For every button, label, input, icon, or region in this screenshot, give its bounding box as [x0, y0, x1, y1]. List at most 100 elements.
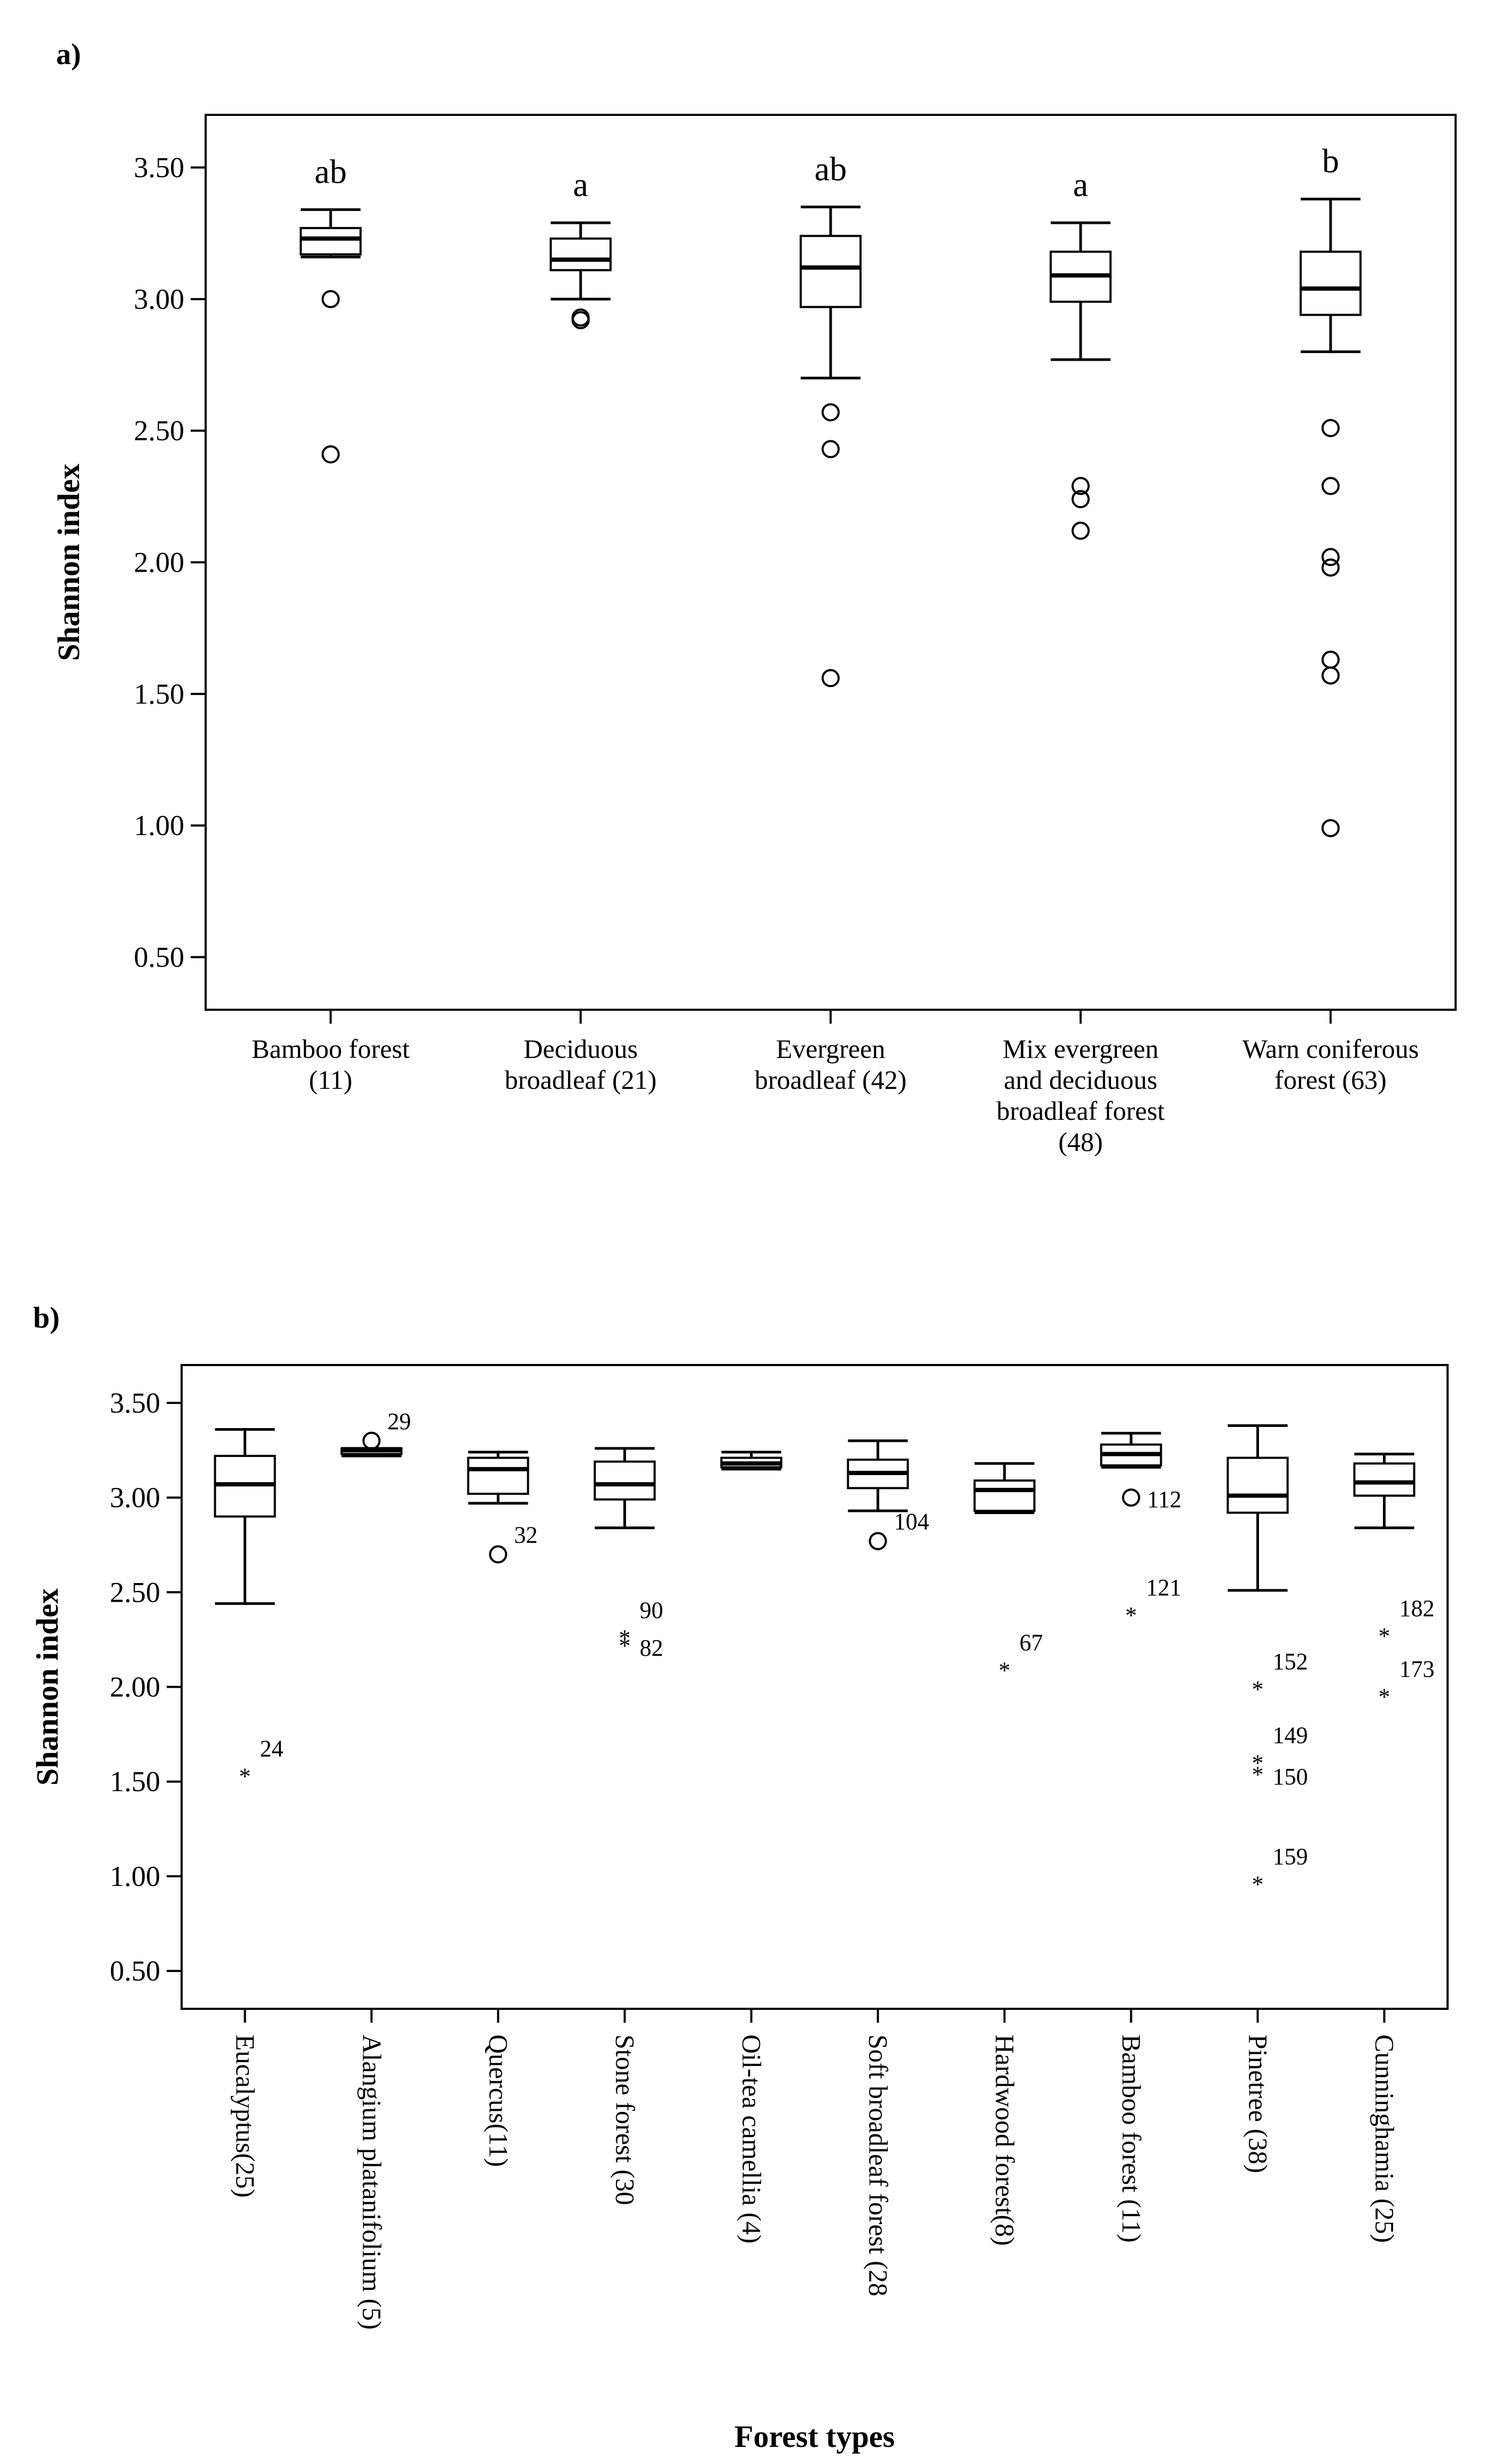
outlier-point	[572, 311, 590, 330]
y-tick-label: 1.00	[134, 809, 185, 841]
extreme-point: *	[1252, 1676, 1264, 1702]
category-group: ab Bamboo forest(11)	[252, 152, 410, 1095]
extreme-case-label: 150	[1273, 1764, 1308, 1790]
x-category-label: Deciduous	[523, 1034, 638, 1064]
outlier-point	[322, 445, 340, 464]
outlier-point	[822, 403, 840, 422]
extreme-point: *	[239, 1763, 251, 1789]
x-category-label: Pinetree (38)	[1244, 2034, 1273, 2173]
outlier-point	[362, 1431, 381, 1450]
outlier-point	[822, 440, 840, 458]
y-tick-label: 2.00	[110, 1671, 161, 1703]
y-tick-label: 1.50	[134, 678, 185, 710]
x-category-label: Soft broadleaf forest (28	[864, 2034, 894, 2296]
y-tick-label: 1.50	[110, 1766, 161, 1798]
extreme-point: *	[1252, 1750, 1264, 1776]
x-category-label: broadleaf (42)	[755, 1065, 907, 1095]
significance-letter: ab	[315, 152, 347, 190]
x-category-label: Quercus(11)	[484, 2034, 514, 2167]
outlier-case-label: 29	[388, 1408, 411, 1434]
extreme-point: *	[619, 1633, 631, 1659]
outlier-point	[1322, 419, 1340, 438]
extreme-case-label: 24	[260, 1735, 284, 1761]
y-tick-label: 2.50	[110, 1576, 161, 1608]
extreme-case-label: 182	[1399, 1595, 1435, 1621]
y-tick-label: 3.00	[134, 283, 185, 315]
panel-label: b)	[33, 1301, 60, 1335]
x-category-label: Bamboo forest (11)	[1117, 2034, 1147, 2243]
y-tick-label: 3.50	[134, 152, 185, 184]
iqr-box	[467, 1456, 529, 1495]
outlier-case-label: 112	[1147, 1486, 1182, 1512]
extreme-point: *	[1252, 1761, 1264, 1788]
extreme-point: *	[1125, 1602, 1137, 1628]
x-category-label: Stone forest (30	[611, 2034, 640, 2205]
x-category-label: Cunninghamia (25)	[1370, 2034, 1400, 2243]
outlier-point	[1122, 1488, 1140, 1507]
y-axis-title: Shannon index	[30, 1588, 65, 1785]
panel-b-shannon-boxplot: b) 3.50 3.00 2.50 2.00 1.50 1.00 0.50 Shannon in…	[30, 1301, 1449, 2454]
outlier-point	[869, 1532, 887, 1550]
category-group: * 90 * 82 Stone forest (30	[593, 1447, 663, 2205]
extreme-case-label: 149	[1273, 1722, 1308, 1749]
extreme-case-label: 82	[640, 1635, 663, 1661]
outlier-point	[322, 290, 340, 308]
x-category-label: (11)	[309, 1065, 352, 1095]
category-group: * 24 Eucalyptus(25)	[214, 1428, 284, 2197]
outlier-point	[1322, 666, 1340, 685]
extreme-case-label: 121	[1146, 1574, 1182, 1601]
extreme-case-label: 159	[1273, 1843, 1308, 1869]
significance-letter: ab	[815, 150, 847, 188]
outlier-point	[1322, 558, 1340, 577]
x-category-label: Oil-tea camellia (4)	[737, 2034, 767, 2243]
category-group: 29 Alangium platanifolium (5)	[340, 1408, 411, 2330]
outlier-point	[1322, 819, 1340, 838]
x-category-label: Hardwood forest(8)	[990, 2034, 1020, 2246]
outlier-case-label: 32	[514, 1522, 538, 1548]
extreme-point: *	[1379, 1623, 1390, 1649]
category-group: * 67 Hardwood forest(8)	[973, 1462, 1043, 2246]
outlier-point	[1322, 477, 1340, 495]
y-tick-label: 2.50	[134, 415, 185, 447]
outlier-point	[822, 669, 840, 688]
x-category-label: Mix evergreen	[1003, 1034, 1159, 1064]
x-category-label: Eucalyptus(25)	[231, 2034, 261, 2197]
panel-label: a)	[56, 38, 81, 71]
outlier-point	[1322, 650, 1340, 669]
x-category-label: and deciduous	[1004, 1065, 1157, 1095]
iqr-box	[300, 227, 362, 256]
x-category-label: (48)	[1058, 1127, 1103, 1157]
extreme-point: *	[1379, 1684, 1390, 1710]
iqr-box	[550, 237, 612, 271]
iqr-box	[973, 1479, 1036, 1512]
category-group: 104 Soft broadleaf forest (28	[847, 1439, 929, 2296]
extreme-case-label: 173	[1399, 1656, 1435, 1682]
outlier-point	[1072, 477, 1090, 495]
extreme-point: *	[999, 1657, 1011, 1683]
category-group: * 152 * 149 * 150 * 159 Pinetree (38)	[1226, 1424, 1308, 2173]
category-group: 32 Quercus(11)	[467, 1451, 538, 2167]
outlier-point	[1072, 521, 1090, 540]
outlier-point	[1072, 490, 1090, 509]
y-tick-label: 1.00	[110, 1860, 161, 1892]
y-tick-label: 3.50	[110, 1387, 161, 1419]
iqr-box	[1300, 251, 1362, 316]
iqr-box	[800, 235, 862, 308]
y-tick-label: 2.00	[134, 547, 185, 579]
x-axis-title: Forest types	[734, 2419, 895, 2454]
significance-letter: a	[573, 166, 588, 204]
iqr-box	[1353, 1462, 1416, 1497]
extreme-case-label: 152	[1273, 1648, 1308, 1674]
extreme-case-label: 67	[1020, 1629, 1043, 1656]
outlier-point	[1322, 548, 1340, 566]
extreme-point: *	[1252, 1871, 1264, 1897]
significance-letter: a	[1073, 166, 1088, 204]
x-category-label: Evergreen	[776, 1034, 886, 1064]
x-category-label: broadleaf forest	[996, 1096, 1164, 1126]
x-category-label: Warn coniferous	[1242, 1034, 1419, 1064]
x-category-label: Alangium platanifolium (5)	[357, 2034, 387, 2330]
x-category-label: broadleaf (21)	[505, 1065, 657, 1095]
